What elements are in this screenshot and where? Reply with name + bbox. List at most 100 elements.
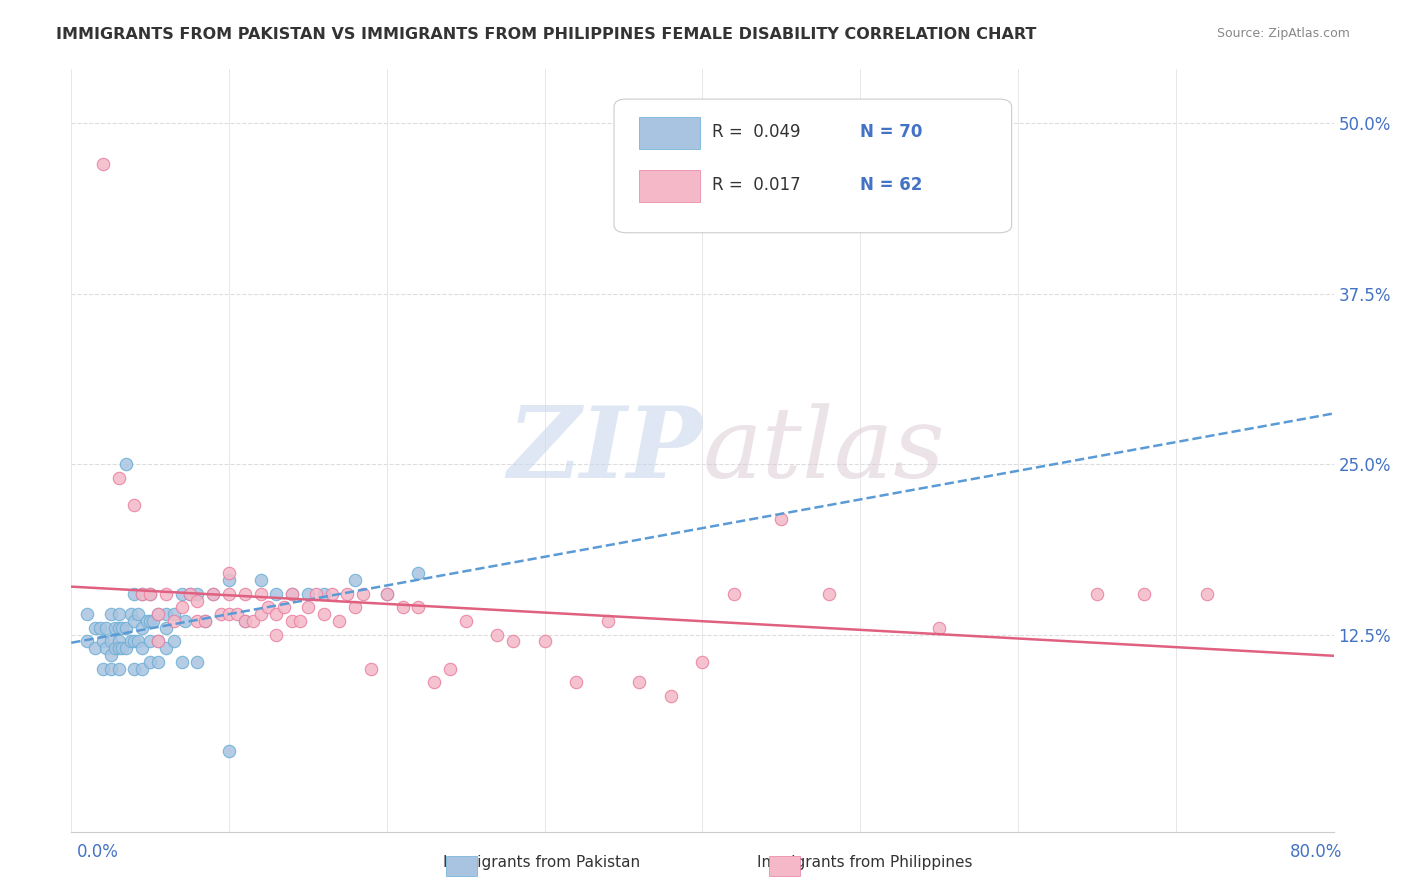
Text: R =  0.049: R = 0.049: [713, 123, 801, 141]
Point: [142, 614, 165, 628]
Point: [533, 634, 555, 648]
Point: [124, 498, 146, 512]
Point: [163, 614, 186, 628]
Text: Immigrants from Pakistan: Immigrants from Pakistan: [443, 855, 640, 870]
Point: [1197, 587, 1219, 601]
Point: [170, 587, 193, 601]
FancyBboxPatch shape: [640, 117, 700, 149]
Point: [124, 662, 146, 676]
Point: [186, 614, 208, 628]
Point: [139, 634, 162, 648]
Point: [111, 621, 134, 635]
Point: [408, 566, 430, 581]
Point: [127, 634, 149, 648]
Point: [391, 600, 413, 615]
Point: [94, 621, 117, 635]
Point: [186, 593, 208, 607]
Point: [336, 587, 359, 601]
Point: [94, 641, 117, 656]
Point: [1133, 587, 1156, 601]
Point: [76, 634, 98, 648]
Point: [170, 600, 193, 615]
Point: [321, 587, 343, 601]
Point: [179, 587, 201, 601]
Point: [186, 587, 208, 601]
Text: N = 62: N = 62: [860, 177, 922, 194]
Point: [312, 587, 335, 601]
Point: [360, 662, 382, 676]
Point: [139, 655, 162, 669]
Point: [127, 607, 149, 622]
Point: [375, 587, 398, 601]
Point: [423, 675, 446, 690]
Point: [163, 607, 186, 622]
Point: [91, 662, 114, 676]
Text: Source: ZipAtlas.com: Source: ZipAtlas.com: [1216, 27, 1350, 40]
Point: [312, 607, 335, 622]
Point: [297, 600, 319, 615]
Point: [131, 641, 153, 656]
Point: [107, 662, 129, 676]
Point: [297, 587, 319, 601]
Point: [266, 587, 288, 601]
Point: [146, 634, 169, 648]
Point: [218, 587, 240, 601]
Text: 80.0%: 80.0%: [1291, 843, 1343, 861]
Point: [131, 662, 153, 676]
Point: [155, 621, 177, 635]
Point: [100, 607, 122, 622]
Point: [155, 641, 177, 656]
Point: [266, 627, 288, 641]
Point: [120, 634, 142, 648]
Point: [89, 621, 111, 635]
Point: [352, 587, 374, 601]
Point: [502, 634, 524, 648]
Point: [375, 587, 398, 601]
Point: [136, 614, 159, 628]
Point: [124, 614, 146, 628]
Point: [486, 627, 509, 641]
Point: [770, 511, 793, 525]
Point: [233, 614, 256, 628]
Point: [454, 614, 477, 628]
Point: [131, 621, 153, 635]
Text: 0.0%: 0.0%: [77, 843, 120, 861]
Point: [146, 634, 169, 648]
Point: [344, 573, 367, 587]
Point: [124, 634, 146, 648]
Point: [170, 655, 193, 669]
Point: [257, 600, 280, 615]
Point: [218, 607, 240, 622]
Point: [115, 457, 138, 471]
Point: [131, 587, 153, 601]
Point: [628, 675, 651, 690]
Point: [107, 607, 129, 622]
Point: [115, 641, 138, 656]
Point: [202, 587, 225, 601]
Point: [115, 621, 138, 635]
Point: [692, 655, 714, 669]
Point: [146, 655, 169, 669]
FancyBboxPatch shape: [640, 170, 700, 202]
Point: [288, 614, 311, 628]
Point: [131, 587, 153, 601]
Point: [146, 607, 169, 622]
Point: [1085, 587, 1108, 601]
Point: [76, 607, 98, 622]
Point: [723, 587, 745, 601]
Point: [218, 566, 240, 581]
Point: [659, 689, 682, 703]
Point: [928, 621, 950, 635]
Point: [209, 607, 232, 622]
Point: [328, 614, 350, 628]
Point: [163, 634, 186, 648]
Point: [194, 614, 217, 628]
Point: [194, 614, 217, 628]
Point: [155, 607, 177, 622]
Point: [596, 614, 619, 628]
FancyBboxPatch shape: [614, 99, 1012, 233]
Point: [107, 471, 129, 485]
Point: [233, 587, 256, 601]
Point: [107, 634, 129, 648]
Text: N = 70: N = 70: [860, 123, 922, 141]
